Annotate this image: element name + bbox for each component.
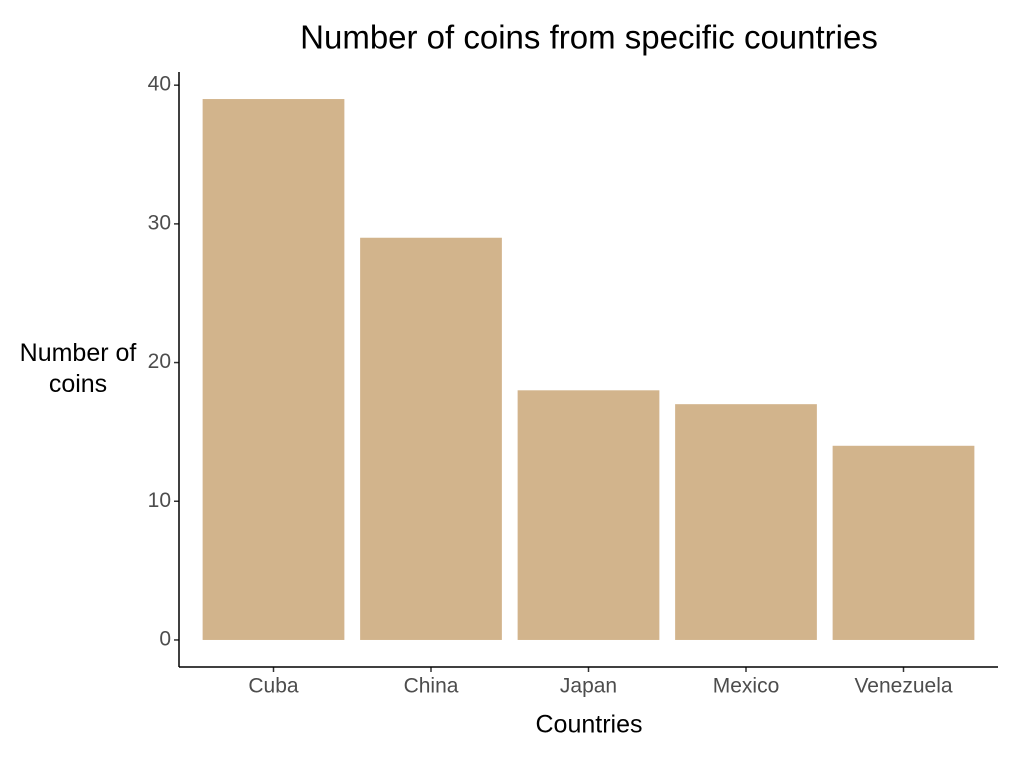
y-axis-label: Number of coins — [19, 339, 137, 398]
y-tick-label: 30 — [148, 211, 171, 234]
x-tick-label: Cuba — [248, 675, 299, 698]
y-tick-label: 20 — [148, 350, 171, 373]
x-tick-label: China — [404, 675, 459, 698]
y-tick-label: 10 — [148, 489, 171, 512]
bar — [360, 237, 502, 640]
x-tick-label: Mexico — [713, 675, 780, 698]
y-tick-label: 0 — [159, 628, 171, 651]
bar — [202, 99, 345, 640]
bar — [675, 404, 817, 640]
x-tick-label: Venezuela — [854, 675, 952, 698]
x-tick-label: Japan — [560, 675, 617, 698]
bar — [517, 390, 660, 640]
bar — [832, 445, 975, 640]
chart-title: Number of coins from specific countries — [300, 19, 878, 56]
y-tick-label: 40 — [148, 73, 171, 96]
x-axis-label: Countries — [536, 711, 643, 739]
